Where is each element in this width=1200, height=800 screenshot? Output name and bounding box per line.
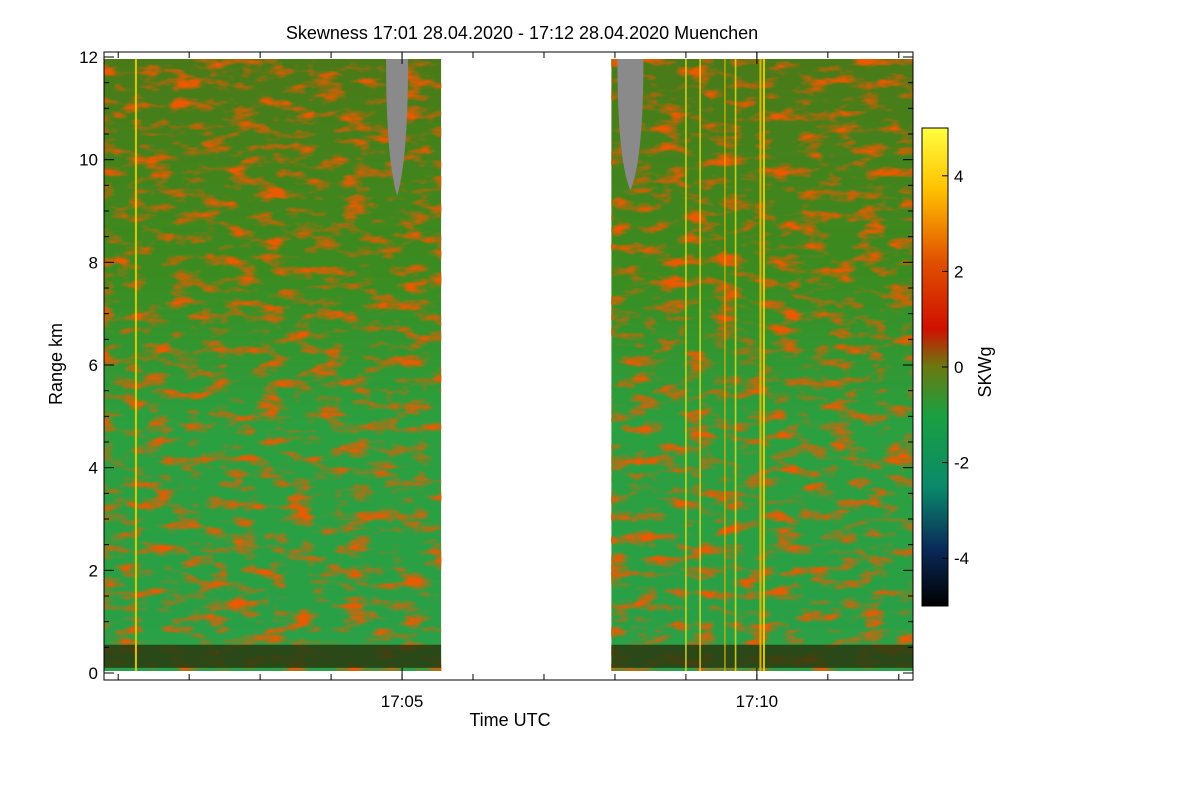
y-tick-label: 10	[79, 151, 98, 170]
colorbar-ticks: 4 2 0 -2 -4	[942, 167, 969, 568]
data-segment	[104, 59, 442, 671]
y-tick-label: 2	[89, 561, 98, 580]
masked-region	[617, 59, 644, 191]
y-tick-label: 4	[89, 459, 98, 478]
colorbar-tick-label: 2	[954, 262, 963, 281]
colorbar-tick-label: -4	[954, 549, 969, 568]
y-tick-label: 12	[79, 48, 98, 67]
heatmap-field	[104, 59, 913, 671]
plot-frame	[103, 51, 914, 681]
colorbar-tick-label: -2	[954, 454, 969, 473]
colorbar-label: SKWg	[975, 346, 995, 397]
colorbar-tick-label: 4	[954, 167, 963, 186]
x-tick-label: 17:10	[736, 692, 779, 711]
data-segment	[611, 59, 913, 671]
y-axis-label: Range km	[46, 323, 66, 405]
colorbar: 4 2 0 -2 -4 SKWg	[921, 127, 995, 607]
segment-ground-speckle	[104, 644, 442, 668]
colorbar-tick-label: 0	[954, 358, 963, 377]
x-tick-label: 17:05	[381, 692, 424, 711]
segment-speckle	[104, 59, 442, 671]
masked-region	[386, 59, 409, 196]
x-axis-label: Time UTC	[469, 710, 550, 730]
chart-title: Skewness 17:01 28.04.2020 - 17:12 28.04.…	[286, 23, 758, 43]
segment-ground-speckle	[611, 644, 913, 668]
y-tick-label: 6	[89, 356, 98, 375]
y-tick-label: 0	[89, 664, 98, 683]
segment-speckle	[611, 59, 913, 671]
y-axis: 0 2 4 6 8 10 12	[79, 48, 913, 683]
x-axis: 17:05 17:10	[117, 52, 900, 711]
y-tick-label: 8	[89, 253, 98, 272]
